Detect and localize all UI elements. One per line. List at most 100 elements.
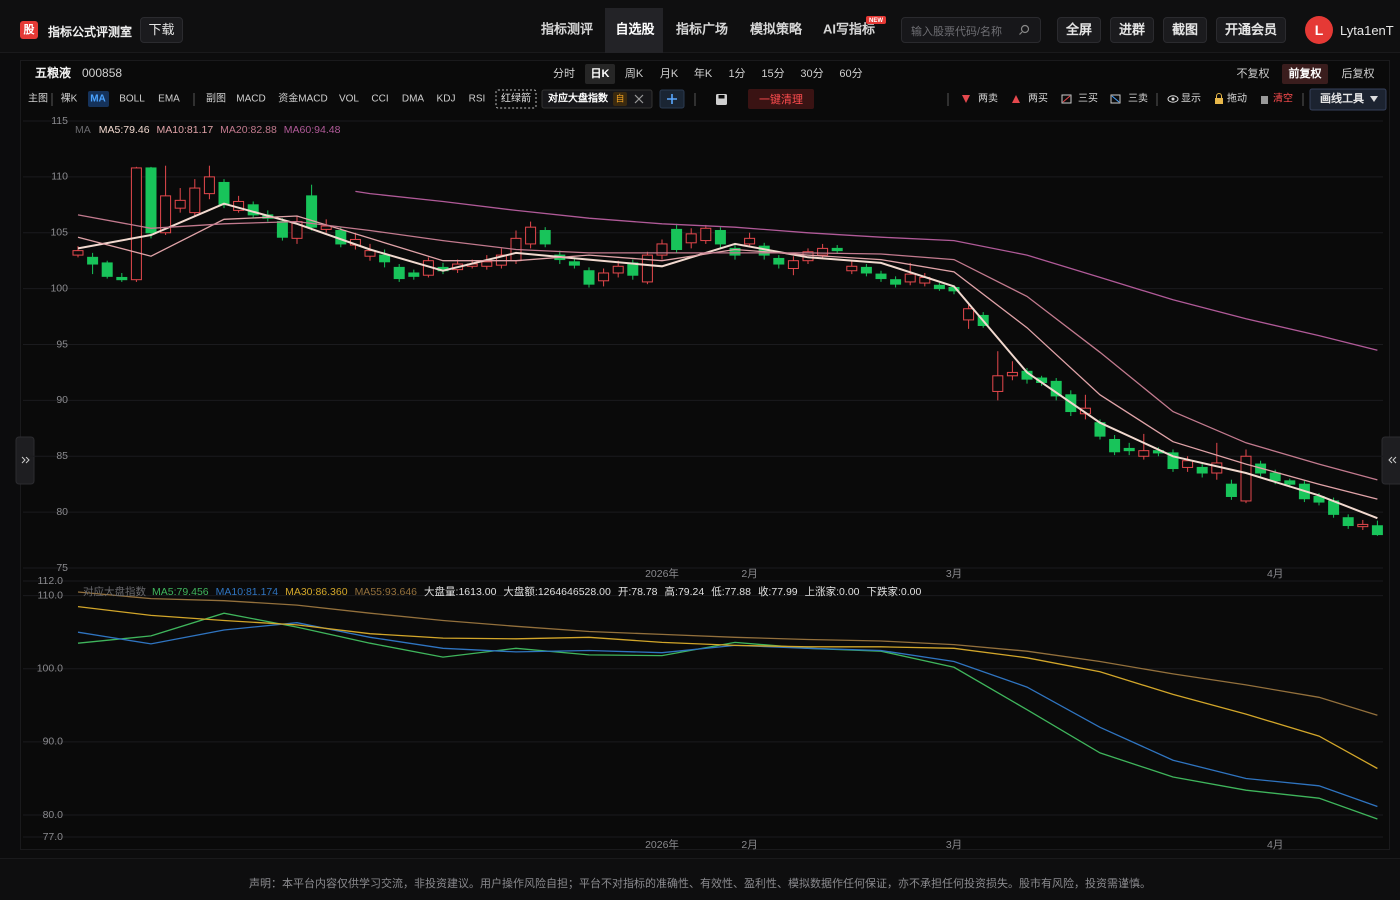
sub-item[interactable]: RSI bbox=[469, 94, 486, 105]
sub-label: 副图 bbox=[206, 93, 226, 105]
arrow-tag[interactable]: 红绿箭 bbox=[501, 92, 531, 105]
collapse-icon bbox=[1388, 456, 1397, 464]
eye-icon bbox=[1167, 95, 1179, 103]
nav-item[interactable]: 指标测评 bbox=[541, 21, 593, 36]
index-stat: 低:77.88 bbox=[711, 585, 751, 598]
candle-body bbox=[583, 270, 595, 285]
x-tick-label: 4月 bbox=[1267, 839, 1283, 851]
main-item[interactable]: MA bbox=[90, 94, 106, 105]
view-item[interactable]: 显示 bbox=[1181, 93, 1201, 105]
candle-body bbox=[1313, 495, 1325, 503]
candle-body bbox=[671, 228, 683, 251]
period-tab[interactable]: 分时 bbox=[553, 67, 575, 80]
sub-item[interactable]: KDJ bbox=[437, 94, 456, 105]
adjust-tab[interactable]: 后复权 bbox=[1342, 66, 1375, 80]
sub-item[interactable]: VOL bbox=[339, 94, 359, 105]
search-box[interactable] bbox=[901, 17, 1041, 43]
header-button[interactable]: 截图 bbox=[1163, 17, 1207, 43]
main-item[interactable]: EMA bbox=[158, 94, 180, 105]
stock-name: 五粮液 bbox=[35, 65, 71, 80]
candle-body bbox=[87, 256, 99, 265]
view-item[interactable]: 拖动 bbox=[1227, 92, 1247, 105]
logo[interactable]: 股 bbox=[20, 21, 38, 39]
candle-body bbox=[276, 221, 288, 238]
period-tab[interactable]: 60分 bbox=[839, 67, 862, 80]
period-tab[interactable]: 30分 bbox=[800, 67, 823, 80]
user-name[interactable]: Lyta1enT bbox=[1340, 23, 1394, 38]
candle-body bbox=[787, 260, 799, 270]
signal-item[interactable]: 三卖 bbox=[1128, 93, 1148, 105]
period-tab[interactable]: 周K bbox=[625, 67, 644, 80]
candle-body bbox=[890, 279, 902, 285]
index-stat: 收:77.99 bbox=[758, 585, 798, 598]
candle-body bbox=[1342, 517, 1354, 527]
signal-item[interactable]: 两买 bbox=[1028, 93, 1048, 105]
candle-body bbox=[306, 195, 318, 228]
site-title[interactable]: 指标公式评测室 bbox=[48, 25, 133, 39]
main-item[interactable]: BOLL bbox=[119, 94, 145, 105]
x-tick-label: 2026年 bbox=[645, 567, 679, 580]
signal-item[interactable]: 两卖 bbox=[978, 93, 998, 105]
y-tick-label: 110.0 bbox=[38, 589, 64, 601]
sell-icon bbox=[962, 95, 970, 103]
adjust-tab[interactable]: 前复权 bbox=[1289, 66, 1323, 80]
period-tab[interactable]: 1分 bbox=[728, 67, 745, 80]
period-tab[interactable]: 年K bbox=[694, 66, 713, 80]
nav-item[interactable]: AI写指标 bbox=[823, 21, 875, 36]
main-item[interactable]: 裸K bbox=[61, 92, 78, 105]
draw-tools[interactable]: 画线工具 bbox=[1320, 91, 1364, 105]
index-stat: 上涨家:0.00 bbox=[805, 585, 860, 598]
candle-body bbox=[568, 261, 580, 266]
x-tick-label: 2026年 bbox=[645, 838, 679, 851]
legend-entry: MA20:82.88 bbox=[220, 124, 277, 136]
clear-all-bg[interactable] bbox=[748, 89, 814, 109]
header-button[interactable]: 全屏 bbox=[1057, 17, 1101, 43]
index-line bbox=[77, 605, 1378, 770]
candle-body bbox=[116, 276, 128, 281]
lock-icon bbox=[1215, 98, 1223, 104]
side-handle-right[interactable] bbox=[1381, 436, 1400, 485]
period-tab[interactable]: 日K bbox=[591, 67, 610, 80]
candle-body bbox=[1182, 460, 1194, 468]
candle-body bbox=[831, 247, 843, 252]
y-tick-label: 80 bbox=[56, 506, 68, 518]
sub-item[interactable]: CCI bbox=[371, 94, 388, 105]
candle-body bbox=[904, 273, 916, 283]
candle-body bbox=[656, 243, 668, 256]
candle-body bbox=[525, 226, 537, 245]
sub-item[interactable]: MACD bbox=[236, 94, 265, 105]
header-button[interactable]: 进群 bbox=[1110, 17, 1154, 43]
arrow-tag-box bbox=[495, 89, 537, 109]
index-line bbox=[77, 591, 1378, 716]
view-item[interactable]: 清空 bbox=[1273, 92, 1293, 105]
adjust-tab[interactable]: 不复权 bbox=[1237, 66, 1270, 80]
ma-line bbox=[355, 190, 1378, 351]
avatar[interactable]: L bbox=[1305, 16, 1333, 44]
sub-item[interactable]: 资金MACD bbox=[278, 92, 327, 105]
candle-body bbox=[1269, 472, 1281, 482]
draw-tools-button[interactable] bbox=[1309, 88, 1387, 111]
index-tag[interactable]: 对应大盘指数 bbox=[548, 92, 609, 105]
y-tick-label: 110 bbox=[51, 171, 68, 183]
download-button[interactable]: 下载 bbox=[140, 17, 183, 43]
header-button[interactable]: 开通会员 bbox=[1216, 17, 1286, 43]
close-icon[interactable] bbox=[634, 94, 644, 104]
period-tab[interactable]: 月K bbox=[660, 68, 679, 80]
candle-body bbox=[860, 266, 872, 274]
disclaimer: 声明：本平台内容仅供学习交流，非投资建议。用户操作风险自担；平台不对指标的准确性… bbox=[249, 878, 1151, 890]
clear-all[interactable]: 一键清理 bbox=[759, 92, 803, 106]
period-tab[interactable]: 15分 bbox=[761, 67, 784, 80]
signal-item[interactable]: 三买 bbox=[1078, 93, 1098, 105]
sub-item[interactable]: DMA bbox=[402, 94, 425, 105]
candle-body bbox=[744, 237, 756, 245]
nav-item[interactable]: 指标广场 bbox=[676, 21, 728, 36]
search-placeholder: 输入股票代码/名称 bbox=[911, 26, 1003, 38]
nav-item[interactable]: 自选股 bbox=[615, 21, 654, 36]
candle-body bbox=[203, 176, 215, 195]
candle-body bbox=[700, 227, 712, 242]
signal-icon bbox=[1111, 95, 1120, 103]
nav-item[interactable]: 模拟策略 bbox=[750, 21, 803, 36]
candle-body bbox=[160, 195, 172, 234]
